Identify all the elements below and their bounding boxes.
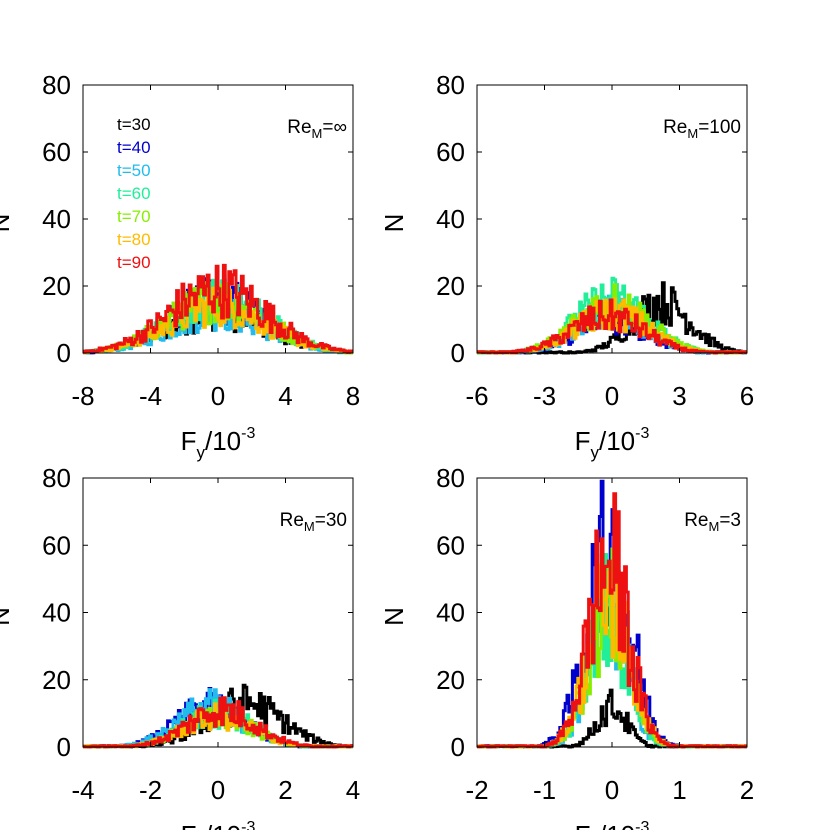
panel-annotation: ReM=3 [684,510,741,534]
x-axis-label-sup: -3 [635,819,649,830]
x-axis-label-rest: /10 [599,820,635,830]
annotation-base: Re [280,510,304,531]
x-tick-label: 4 [346,775,360,805]
x-tick-label: 0 [211,381,225,411]
series-t-90 [477,298,747,355]
y-tick-label: 40 [42,598,71,628]
x-tick-label: -4 [71,775,94,805]
x-axis-label: Fy/10-3 [181,425,256,462]
x-tick-label: 2 [278,775,292,805]
x-axis-label: Fy/10-3 [181,819,256,830]
x-axis-label-base: F [575,426,591,456]
x-tick-label: -6 [465,381,488,411]
x-tick-label: 0 [605,775,619,805]
x-axis-label-rest: /10 [205,820,241,830]
y-axis-label: N [379,607,409,626]
annotation-rest: =3 [719,510,741,531]
x-tick-label: -1 [533,775,556,805]
x-tick-label: 2 [740,775,754,805]
annotation-rest: =30 [315,510,347,531]
series-t-90 [83,263,353,354]
y-tick-label: 60 [436,530,465,560]
y-tick-label: 40 [436,598,465,628]
x-tick-label: -4 [139,381,162,411]
panel-annotation: ReM=30 [280,510,347,534]
y-tick-label: 80 [42,463,71,493]
series-group [83,683,353,749]
y-tick-label: 20 [42,665,71,695]
x-axis-label-base: F [181,820,197,830]
x-tick-label: 0 [211,775,225,805]
y-tick-label: 80 [436,463,465,493]
legend-entry: t=60 [117,184,151,203]
legend-entry: t=80 [117,230,151,249]
x-tick-label: 4 [278,381,292,411]
x-tick-label: 8 [346,381,360,411]
y-tick-label: 60 [42,137,71,167]
x-axis-label: Fy/10-3 [575,425,650,462]
y-tick-label: 60 [436,137,465,167]
legend-entry: t=40 [117,138,151,157]
x-axis-label-rest: /10 [599,426,635,456]
y-tick-label: 20 [42,271,71,301]
x-axis-label-base: F [575,820,591,830]
legend-entry: t=50 [117,161,151,180]
series-group [477,276,747,355]
legend-entry: t=90 [117,253,151,272]
legend-entry: t=30 [117,115,151,134]
x-axis-label-sup: -3 [241,819,255,830]
series-group [83,263,353,355]
annotation-rest: =∞ [322,117,347,138]
y-tick-label: 20 [436,665,465,695]
x-tick-label: -2 [139,775,162,805]
x-axis-label-base: F [181,426,197,456]
y-tick-label: 60 [42,530,71,560]
x-axis-label-sub: y [197,443,206,462]
x-tick-label: -3 [533,381,556,411]
annotation-sub: M [708,519,719,534]
series-t-90 [477,492,747,749]
annotation-rest: =100 [698,117,741,138]
x-tick-label: 3 [672,381,686,411]
x-tick-label: -8 [71,381,94,411]
x-axis-label-rest: /10 [205,426,241,456]
y-tick-label: 80 [42,70,71,100]
y-tick-label: 0 [451,732,465,762]
y-axis-label: N [0,214,15,233]
panel-bottom-left: 0 20 40 60 80 -4 -2 0 2 4 Fy/10-3 N ReM=30 [0,463,360,830]
x-tick-label: -2 [465,775,488,805]
y-axis-label: N [0,607,15,626]
panel-annotation: ReM=100 [663,117,741,141]
y-tick-label: 40 [436,204,465,234]
annotation-base: Re [684,510,708,531]
x-tick-label: 6 [740,381,754,411]
annotation-base: Re [287,117,311,138]
x-axis-label-sub: y [591,443,600,462]
x-axis-label-sup: -3 [241,425,255,442]
series-t-30 [477,688,747,749]
y-tick-label: 20 [436,271,465,301]
legend-entry: t=70 [117,207,151,226]
x-axis-label-sup: -3 [635,425,649,442]
panel-annotation: ReM=∞ [287,117,347,141]
y-tick-label: 80 [436,70,465,100]
legend: t=30 t=40 t=50 t=60 t=70 t=80 t=90 [117,115,151,272]
annotation-sub: M [687,126,698,141]
x-tick-label: 0 [605,381,619,411]
annotation-base: Re [663,117,687,138]
panel-bottom-right: 0 20 40 60 80 -2 -1 0 1 2 Fy/10-3 N ReM=3 [379,463,754,830]
y-tick-label: 40 [42,204,71,234]
x-tick-label: 1 [672,775,686,805]
y-tick-label: 0 [57,732,71,762]
x-axis-label: Fy/10-3 [575,819,650,830]
y-axis-label: N [379,214,409,233]
annotation-sub: M [304,519,315,534]
y-tick-label: 0 [57,338,71,368]
panel-top-left: 0 20 40 60 80 -8 -4 0 4 8 Fy/10-3 N ReM=∞ t=30 t=40 t=5… [0,70,360,462]
y-tick-label: 0 [451,338,465,368]
annotation-sub: M [312,126,323,141]
